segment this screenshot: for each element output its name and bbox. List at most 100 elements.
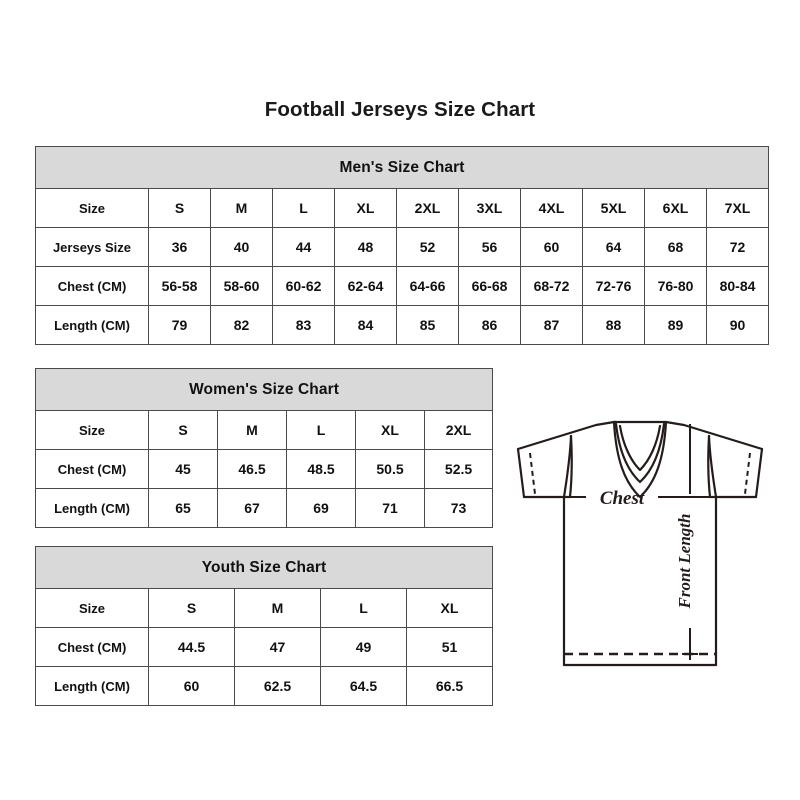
header-cell-size: Size [35,188,149,228]
header-cell-xl: XL [406,588,493,628]
table-header-row: Size S M L XL [35,588,493,628]
left-armhole-curve [562,434,573,499]
header-cell-3xl: 3XL [458,188,521,228]
header-cell-xl: XL [355,410,425,450]
cell: 84 [334,305,397,345]
youth-caption: Youth Size Chart [35,546,493,589]
header-cell-m: M [217,410,287,450]
header-cell-6xl: 6XL [644,188,707,228]
header-cell-l: L [286,410,356,450]
header-cell-l: L [272,188,335,228]
table-row: Chest (CM) 56-58 58-60 60-62 62-64 64-66… [35,266,770,306]
row-label-jerseys-size: Jerseys Size [35,227,149,267]
cell: 48.5 [286,449,356,489]
right-shoulder-edge [664,420,764,451]
table-row: Length (CM) 60 62.5 64.5 66.5 [35,666,493,706]
row-label-chest: Chest (CM) [35,449,149,489]
table-row: Length (CM) 79 82 83 84 85 86 87 88 89 9… [35,305,770,345]
header-cell-7xl: 7XL [705,188,770,228]
header-cell-2xl: 2XL [396,188,459,228]
vneck-outer [612,420,668,499]
page-title: Football Jerseys Size Chart [264,98,536,121]
cell: 60 [520,227,583,267]
front-length-label: Front Length [675,514,694,610]
table-caption-row: Men's Size Chart [34,146,770,189]
cell: 64.5 [320,666,407,706]
header-cell-s: S [148,188,211,228]
cell: 36 [148,227,211,267]
cell: 60 [148,666,235,706]
mens-size-chart-table: Men's Size Chart Size S M L XL 2XL 3XL 4… [34,146,770,345]
left-cuff-stitch-dashed [529,452,536,495]
cell: 52 [396,227,459,267]
cell: 85 [396,305,459,345]
row-label-length: Length (CM) [35,305,149,345]
cell: 86 [458,305,521,345]
header-cell-size: Size [35,410,149,450]
cell: 49 [320,627,407,667]
cell: 79 [148,305,211,345]
cell: 76-80 [644,266,707,306]
header-cell-l: L [320,588,407,628]
left-shoulder-edge [516,420,616,451]
header-cell-xl: XL [334,188,397,228]
cell: 51 [406,627,493,667]
cell: 46.5 [217,449,287,489]
youth-size-chart-table: Youth Size Chart Size S M L XL Chest (CM… [35,546,493,706]
left-sleeve-cuff-edge [516,447,526,499]
womens-size-chart-table: Women's Size Chart Size S M L XL 2XL Che… [34,368,494,528]
header-cell-5xl: 5XL [582,188,645,228]
cell: 40 [210,227,273,267]
cell: 65 [148,488,218,528]
cell: 50.5 [355,449,425,489]
table-row: Chest (CM) 45 46.5 48.5 50.5 52.5 [35,449,494,489]
table-header-row: Size S M L XL 2XL 3XL 4XL 5XL 6XL 7XL [35,188,770,228]
table-caption-row: Youth Size Chart [35,546,493,589]
cell: 48 [334,227,397,267]
cell: 90 [705,305,770,345]
row-label-chest: Chest (CM) [35,627,149,667]
cell: 64 [582,227,645,267]
cell: 62-64 [334,266,397,306]
table-row: Chest (CM) 44.5 47 49 51 [35,627,493,667]
row-label-length: Length (CM) [35,488,149,528]
cell: 47 [234,627,321,667]
cell: 71 [355,488,425,528]
right-cuff-stitch-dashed [744,452,751,495]
header-cell-m: M [210,188,273,228]
cell: 73 [423,488,494,528]
header-cell-2xl: 2XL [423,410,494,450]
cell: 88 [582,305,645,345]
vneck-band-line-2 [618,424,662,472]
cell: 67 [217,488,287,528]
cell: 62.5 [234,666,321,706]
cell: 44.5 [148,627,235,667]
cell: 72 [705,227,770,267]
cell: 45 [148,449,218,489]
cell: 69 [286,488,356,528]
table-row: Jerseys Size 36 40 44 48 52 56 60 64 68 … [35,227,770,267]
cell: 80-84 [705,266,770,306]
header-cell-m: M [234,588,321,628]
header-cell-4xl: 4XL [520,188,583,228]
cell: 56-58 [148,266,211,306]
row-label-chest: Chest (CM) [35,266,149,306]
chest-label: Chest [600,488,645,509]
table-header-row: Size S M L XL 2XL [35,410,494,450]
header-cell-s: S [148,588,235,628]
cell: 66.5 [406,666,493,706]
cell: 52.5 [423,449,494,489]
table-row: Length (CM) 65 67 69 71 73 [35,488,494,528]
cell: 68-72 [520,266,583,306]
cell: 56 [458,227,521,267]
header-cell-size: Size [35,588,149,628]
right-armhole-curve [707,434,718,499]
cell: 66-68 [458,266,521,306]
cell: 58-60 [210,266,273,306]
cell: 68 [644,227,707,267]
cell: 89 [644,305,707,345]
row-label-length: Length (CM) [35,666,149,706]
table-caption-row: Women's Size Chart [34,368,494,411]
cell: 82 [210,305,273,345]
